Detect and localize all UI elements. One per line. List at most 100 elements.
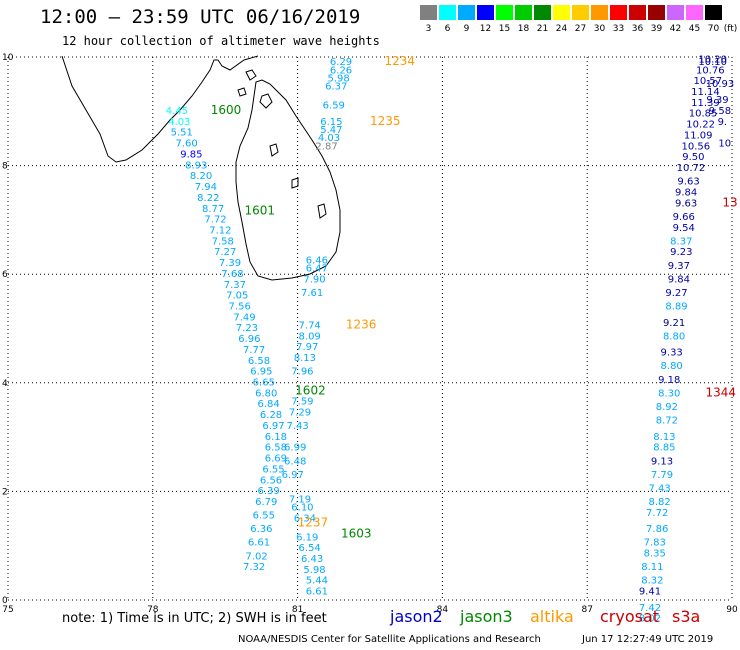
- wave-height-value: 10.20: [698, 54, 727, 65]
- wave-height-value: 6.19: [296, 532, 318, 543]
- pass-time-labels: 1234 1235 1236 1237 1600 1601 1602 1603 1344 13: [211, 54, 738, 540]
- legend-label: 3: [425, 24, 432, 34]
- wave-height-value: 7.27: [214, 247, 236, 258]
- wave-height-value: 7.37: [224, 280, 246, 291]
- lagoon-shape: [291, 177, 299, 189]
- wave-height-value: 6.61: [248, 538, 270, 549]
- wave-height-value: 6.79: [255, 497, 277, 508]
- pass-time-label: 1601: [245, 203, 276, 217]
- wave-height-value: 7.74: [299, 321, 321, 332]
- wave-height-value: 6.28: [260, 410, 282, 421]
- wave-height-value: 5.47: [320, 125, 342, 136]
- wave-height-value: 8.32: [641, 576, 663, 587]
- wave-height-value: 7.23: [236, 323, 258, 334]
- satellite-name: cryosat: [600, 607, 660, 626]
- note-text: note: 1) Time is in UTC; 2) SWH is in fe…: [62, 611, 327, 626]
- wave-height-value: 8.35: [644, 549, 666, 560]
- wave-height-value: 8.22: [197, 193, 219, 204]
- wave-height-value: 6.58: [265, 443, 287, 454]
- wave-height-value: 6.26: [330, 65, 352, 76]
- wave-height-value: 7.96: [291, 367, 313, 378]
- coastline: [61, 55, 341, 281]
- wave-height-value: 6.80: [255, 388, 277, 399]
- legend-swatch: [458, 5, 475, 20]
- wave-height-value: 10.10: [698, 57, 727, 68]
- legend-label: 15: [498, 24, 511, 34]
- wave-height-value: 6.84: [258, 399, 280, 410]
- credit-text: NOAA/NESDIS Center for Satellite Applica…: [238, 634, 541, 645]
- satellite-name: s3a: [672, 607, 701, 626]
- wave-height-value: 7.39: [219, 258, 241, 269]
- wave-height-value: 8.11: [641, 562, 663, 573]
- wave-height-value: 7.79: [651, 470, 673, 481]
- wave-height-value: 7.32: [243, 562, 265, 573]
- wave-height-value: 6.96: [238, 334, 260, 345]
- wave-height-value: 7.83: [644, 538, 666, 549]
- legend-swatch: [686, 5, 703, 20]
- wave-height-value: 5.51: [171, 128, 193, 139]
- axis-labels: 75 78 81 84 87 90 0 2 4 6 8 10: [2, 53, 738, 615]
- wave-height-value: 6.10: [291, 502, 313, 513]
- wave-height-value: 9.23: [670, 247, 692, 258]
- pass-time-label: 1344: [705, 385, 736, 399]
- wave-height-value: 9.13: [651, 456, 673, 467]
- wave-height-value: 7.49: [233, 312, 255, 323]
- satellite-name: jason3: [460, 607, 513, 626]
- wave-height-value: 10.72: [677, 163, 706, 174]
- wave-height-value: 6.46: [306, 255, 328, 266]
- legend-swatch: [648, 5, 665, 20]
- legend-label: 27: [574, 24, 587, 34]
- wave-height-value: 8.80: [661, 361, 683, 372]
- wave-height-value: 9.63: [677, 177, 699, 188]
- wave-height-value: 9.37: [668, 261, 690, 272]
- satellite-name: altika: [530, 607, 574, 626]
- wave-height-value: 7.56: [229, 301, 251, 312]
- island-shape: [237, 87, 247, 97]
- wave-height-value: 10.22: [686, 120, 715, 131]
- legend-label: 42: [669, 24, 682, 34]
- wave-height-value: 8.72: [656, 416, 678, 427]
- x-tick-label: 75: [2, 605, 13, 615]
- wave-height-value: 5.44: [306, 576, 328, 587]
- wave-height-value: 6.37: [325, 82, 347, 93]
- wave-height-value: 8.93: [185, 160, 207, 171]
- wave-height-value: 9.: [718, 117, 728, 128]
- wave-height-value: 9.27: [665, 288, 687, 299]
- legend-swatch: [515, 5, 532, 20]
- wave-height-value: 9.50: [682, 152, 704, 163]
- wave-height-value: 8.89: [665, 301, 687, 312]
- pass-time-label: 1603: [341, 527, 372, 541]
- wave-height-value: 7.77: [243, 345, 265, 356]
- wave-height-value: 7.90: [303, 274, 325, 285]
- wave-height-value: 8.02: [639, 614, 661, 625]
- wave-height-value: 2.87: [315, 141, 337, 152]
- wave-height-value: 10: [718, 139, 731, 150]
- wave-height-value: 9.41: [639, 587, 661, 598]
- wave-height-value: 6.15: [320, 117, 342, 128]
- wave-height-value: 6.48: [284, 456, 306, 467]
- wave-height-value: 5.98: [327, 73, 349, 84]
- legend-label: 39: [650, 24, 663, 34]
- wave-height-value: 6.97: [262, 421, 284, 432]
- wave-height-value: 7.61: [301, 288, 323, 299]
- wave-height-value: 7.72: [646, 508, 668, 519]
- satellite-name: jason2: [390, 607, 443, 626]
- wave-height-value: 4.03: [168, 117, 190, 128]
- y-tick-label: 8: [2, 162, 8, 172]
- y-tick-label: 2: [2, 487, 8, 497]
- wave-height-value: 6.69: [265, 454, 287, 465]
- y-tick-label: 4: [2, 379, 8, 389]
- wave-height-value: 6.36: [250, 524, 272, 535]
- wave-height-value: 8.09: [299, 331, 321, 342]
- legend-label: 30: [593, 24, 606, 34]
- legend-label: 6: [444, 24, 451, 34]
- wave-height-value: 6.59: [323, 101, 345, 112]
- wave-height-value: 8.13: [294, 353, 316, 364]
- wave-height-value: 6.39: [258, 486, 280, 497]
- legend-label: 33: [612, 24, 625, 34]
- pass-time-label: 1236: [346, 318, 377, 332]
- x-tick-label: 84: [437, 605, 449, 615]
- legend-swatch: [420, 5, 437, 20]
- wave-height-value: 8.80: [663, 331, 685, 342]
- page-subtitle: 12 hour collection of altimeter wave hei…: [62, 34, 380, 48]
